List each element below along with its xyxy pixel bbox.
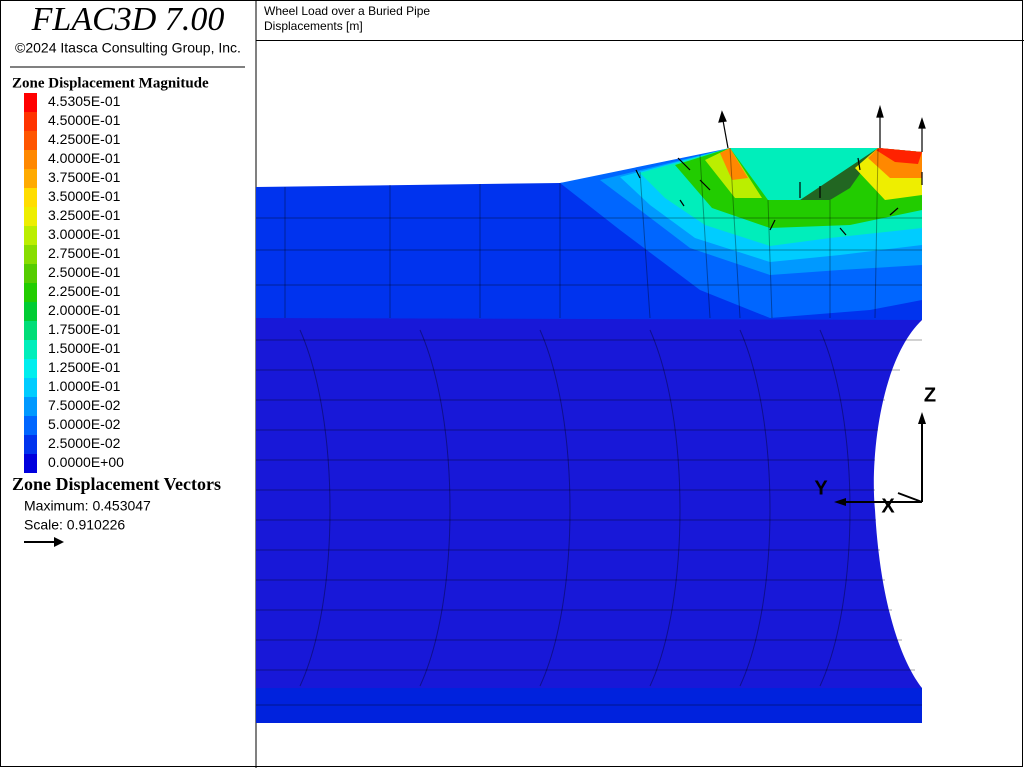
plot-title: Wheel Load over a Buried Pipe: [264, 4, 430, 18]
legend-swatch: [24, 416, 37, 435]
legend-label: 2.5000E-02: [48, 435, 121, 451]
legend-label: 1.0000E-01: [48, 378, 121, 394]
legend-label: 4.2500E-01: [48, 131, 121, 147]
legend-title: Zone Displacement Magnitude: [12, 75, 209, 91]
legend-swatch: [24, 112, 37, 131]
base-layer: [256, 686, 922, 723]
axis-triad: Z Y X: [814, 384, 936, 517]
legend-swatch: [24, 397, 37, 416]
legend-swatch: [24, 150, 37, 169]
legend-swatch: [24, 454, 37, 473]
legend-swatch: [24, 131, 37, 150]
legend-swatch: [24, 169, 37, 188]
axis-label-x: X: [881, 495, 895, 517]
model-render: [256, 104, 926, 723]
legend-swatch: [24, 93, 37, 112]
legend-label: 5.0000E-02: [48, 416, 121, 432]
legend-swatch: [24, 302, 37, 321]
legend-swatch: [24, 435, 37, 454]
legend-label: 1.7500E-01: [48, 321, 121, 337]
legend-label: 2.0000E-01: [48, 302, 121, 318]
legend-label: 1.5000E-01: [48, 340, 121, 356]
legend-swatch: [24, 283, 37, 302]
vectors-maximum: Maximum: 0.453047: [24, 498, 151, 514]
contour: [876, 148, 922, 164]
legend-swatch: [24, 264, 37, 283]
legend-label: 4.0000E-01: [48, 150, 121, 166]
legend-swatch: [24, 226, 37, 245]
legend-swatch: [24, 245, 37, 264]
legend-label: 3.2500E-01: [48, 207, 121, 223]
legend-swatch: [24, 359, 37, 378]
legend-label: 7.5000E-02: [48, 397, 121, 413]
legend-label: 4.5305E-01: [48, 93, 121, 109]
plot-subtitle: Displacements [m]: [264, 19, 363, 33]
legend-label: 3.5000E-01: [48, 188, 121, 204]
pipe-region: [256, 316, 922, 688]
legend-label: 2.7500E-01: [48, 245, 121, 261]
legend-swatch: [24, 188, 37, 207]
legend-label: 4.5000E-01: [48, 112, 121, 128]
scale-arrow: [24, 537, 64, 547]
vectors-title: Zone Displacement Vectors: [12, 474, 221, 494]
legend-swatch: [24, 340, 37, 359]
pipe-hole: [873, 320, 925, 688]
axis-label-z: Z: [924, 384, 936, 406]
app-title: FLAC3D 7.00: [31, 1, 225, 38]
legend-label: 2.2500E-01: [48, 283, 121, 299]
legend-label: 2.5000E-01: [48, 264, 121, 280]
legend-label: 0.0000E+00: [48, 454, 124, 470]
copyright: ©2024 Itasca Consulting Group, Inc.: [15, 40, 241, 56]
legend-label: 3.7500E-01: [48, 169, 121, 185]
vectors-scale: Scale: 0.910226: [24, 517, 125, 533]
legend-swatch: [24, 321, 37, 340]
axis-label-y: Y: [814, 477, 828, 499]
legend: 4.5305E-01 4.5000E-01 4.2500E-01 4.0000E-01…: [24, 93, 124, 473]
legend-swatch: [24, 207, 37, 226]
legend-label: 1.2500E-01: [48, 359, 121, 375]
contour: [720, 148, 748, 180]
legend-label: 3.0000E-01: [48, 226, 121, 242]
legend-swatch: [24, 378, 37, 397]
